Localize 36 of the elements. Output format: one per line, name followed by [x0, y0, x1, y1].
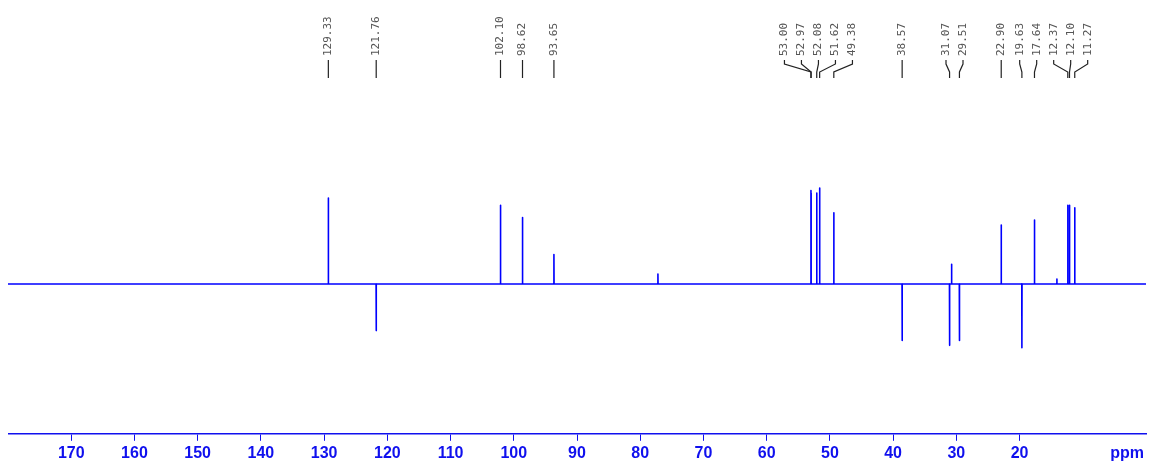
annotation: 19.63 [1012, 22, 1026, 56]
annotation: 22.90 [994, 22, 1008, 56]
annotation: 129.33 [321, 16, 335, 56]
annotation: 12.10 [1063, 22, 1077, 56]
x-tick-label: 60 [757, 443, 776, 461]
annotation: 98.62 [515, 22, 529, 56]
annotation: 38.57 [895, 22, 909, 56]
x-tick-label: 170 [57, 443, 85, 461]
annotation: 11.27 [1080, 22, 1094, 56]
x-tick-label: 20 [1010, 443, 1029, 461]
x-tick-label: 40 [884, 443, 903, 461]
x-axis-title: ppm [1110, 444, 1144, 462]
annotation: 52.08 [811, 22, 825, 56]
annotation: 52.97 [794, 22, 808, 56]
x-tick-label: 110 [437, 443, 464, 461]
x-tick-label: 130 [310, 443, 338, 461]
annotation: 121.76 [369, 16, 383, 56]
annotation: 12.37 [1046, 22, 1060, 56]
x-tick-label: 80 [631, 443, 650, 461]
x-tick-label: 70 [694, 443, 713, 461]
annotation: 102.10 [493, 16, 507, 56]
annotation: 93.65 [546, 22, 560, 56]
annotation: 53.00 [777, 22, 791, 56]
annotation: 31.07 [938, 22, 952, 56]
x-tick-label: 50 [820, 443, 839, 461]
annotation: 51.62 [828, 22, 842, 56]
annotation: 29.51 [955, 22, 969, 56]
x-tick-label: 160 [121, 443, 148, 461]
x-tick-label: 100 [500, 443, 528, 461]
annotation: 17.64 [1029, 22, 1043, 56]
annotation: 49.38 [845, 22, 859, 56]
x-tick-label: 140 [247, 443, 275, 461]
x-tick-label: 30 [947, 443, 966, 461]
x-tick-label: 90 [568, 443, 586, 461]
x-tick-label: 150 [184, 443, 212, 461]
x-tick-label: 120 [373, 443, 401, 461]
